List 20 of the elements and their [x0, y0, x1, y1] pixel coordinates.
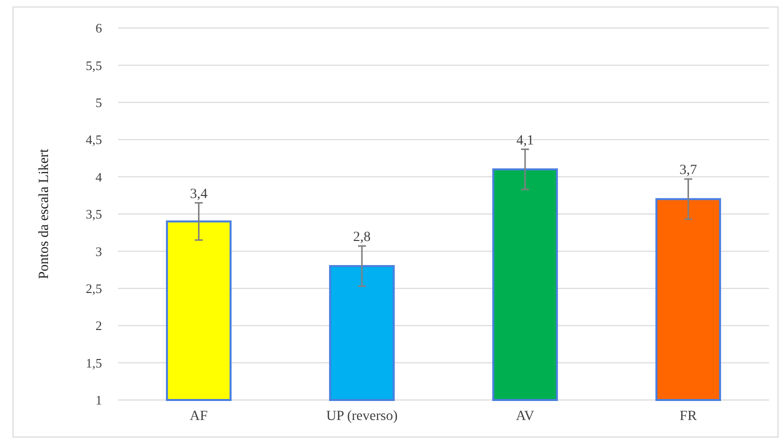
- y-tick-label: 5: [96, 94, 102, 110]
- data-label: 3,7: [679, 163, 697, 178]
- y-tick-label: 5,5: [86, 58, 102, 73]
- y-tick-label: 3,5: [86, 206, 102, 222]
- y-tick-label: 1,5: [86, 355, 102, 370]
- y-tick-label: 1: [96, 392, 102, 408]
- y-tick-label: 6: [96, 20, 102, 36]
- data-label: 2,8: [353, 230, 371, 245]
- y-tick-label: 4: [96, 169, 102, 184]
- y-tick-label: 3: [96, 244, 102, 259]
- data-label: 4,1: [516, 133, 534, 148]
- y-axis-title: Pontos da escala Likert: [37, 148, 52, 280]
- y-tick-label: 2,5: [86, 280, 102, 296]
- x-tick-label: UP (reverso): [326, 409, 398, 424]
- x-tick-label: AV: [516, 409, 534, 424]
- y-tick-label: 4,5: [86, 132, 102, 148]
- x-tick-label: FR: [680, 409, 698, 424]
- y-tick-label: 2: [96, 318, 102, 334]
- data-label: 3,4: [190, 186, 208, 202]
- x-tick-label: AF: [190, 409, 208, 424]
